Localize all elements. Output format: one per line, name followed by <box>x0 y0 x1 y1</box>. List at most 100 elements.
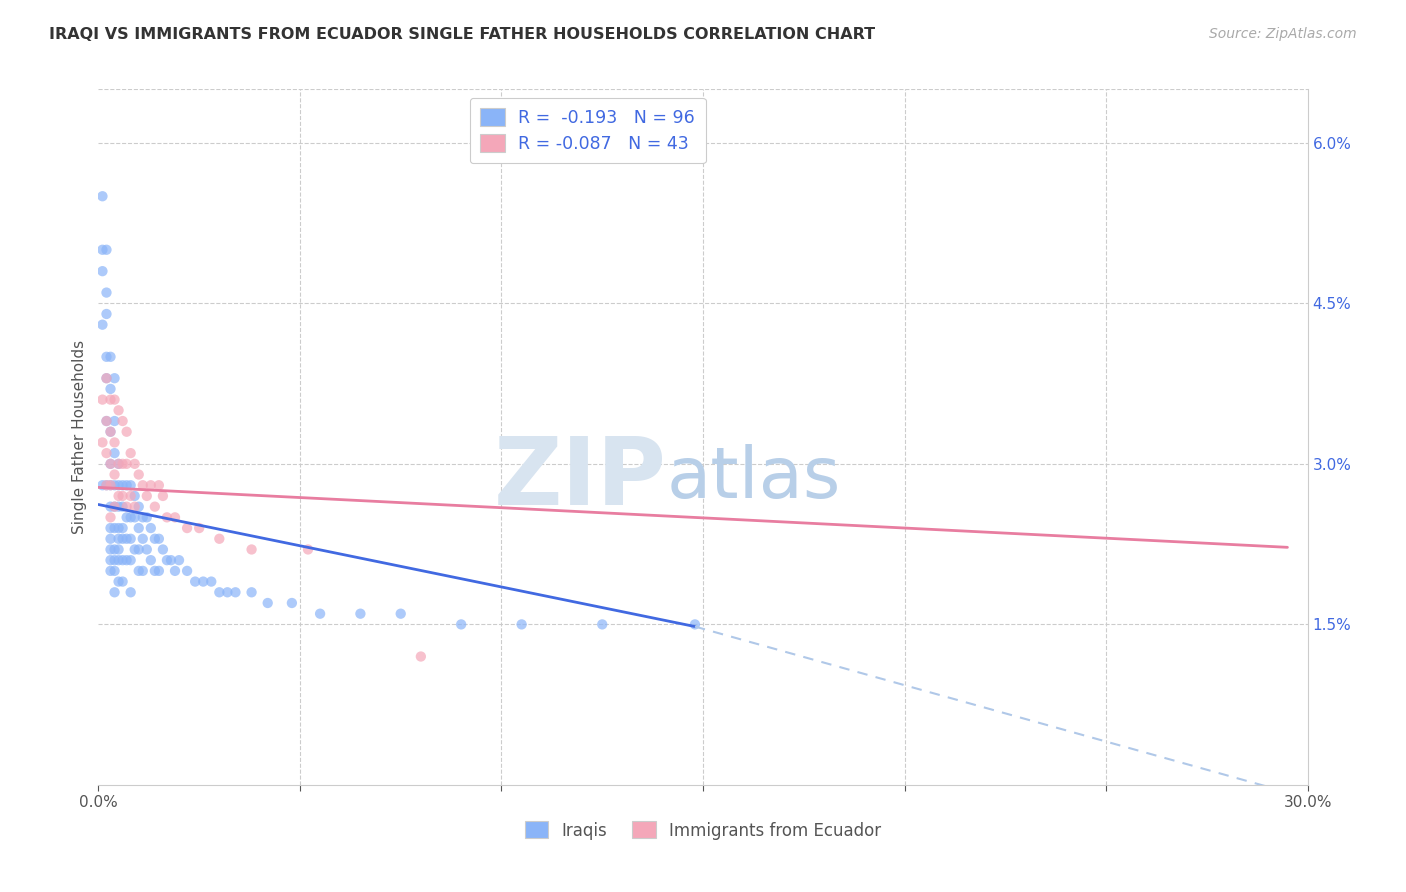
Point <box>96 285 118 300</box>
Text: Source: ZipAtlas.com: Source: ZipAtlas.com <box>1209 27 1357 41</box>
Point <box>120 489 142 503</box>
Point <box>100 382 122 396</box>
Point <box>128 500 150 514</box>
Point <box>111 521 134 535</box>
Point <box>163 510 186 524</box>
Point <box>96 446 118 460</box>
Point <box>132 510 155 524</box>
Point <box>107 403 129 417</box>
Point <box>103 371 125 385</box>
Point <box>208 585 231 599</box>
Point <box>91 318 114 332</box>
Point <box>111 478 134 492</box>
Point <box>115 510 138 524</box>
Point <box>96 414 118 428</box>
Point <box>107 457 129 471</box>
Point <box>139 521 162 535</box>
Point <box>107 532 129 546</box>
Point <box>103 521 125 535</box>
Point <box>91 435 114 450</box>
Point <box>103 467 125 482</box>
Point <box>96 371 118 385</box>
Point <box>297 542 319 557</box>
Point <box>163 564 186 578</box>
Point <box>128 467 150 482</box>
Point <box>103 500 125 514</box>
Point <box>91 264 114 278</box>
Text: atlas: atlas <box>666 444 841 513</box>
Point <box>156 553 179 567</box>
Point <box>111 457 134 471</box>
Point <box>100 500 122 514</box>
Point <box>139 478 162 492</box>
Point <box>100 553 122 567</box>
Point <box>156 510 179 524</box>
Point <box>176 564 198 578</box>
Point <box>111 489 134 503</box>
Point <box>96 478 118 492</box>
Point <box>103 500 125 514</box>
Point <box>100 350 122 364</box>
Point <box>135 510 157 524</box>
Point <box>120 585 142 599</box>
Point <box>450 617 472 632</box>
Point <box>152 542 174 557</box>
Point <box>240 585 263 599</box>
Point <box>96 371 118 385</box>
Point <box>100 425 122 439</box>
Point <box>120 510 142 524</box>
Point <box>128 564 150 578</box>
Point <box>107 489 129 503</box>
Point <box>591 617 613 632</box>
Point <box>103 478 125 492</box>
Point <box>100 521 122 535</box>
Point <box>100 425 122 439</box>
Point <box>111 574 134 589</box>
Point <box>107 457 129 471</box>
Point <box>184 574 207 589</box>
Point <box>135 489 157 503</box>
Point <box>96 478 118 492</box>
Point <box>100 478 122 492</box>
Point <box>103 414 125 428</box>
Point <box>100 478 122 492</box>
Point <box>349 607 371 621</box>
Point <box>91 392 114 407</box>
Text: ZIP: ZIP <box>494 433 666 524</box>
Point <box>135 542 157 557</box>
Point <box>188 521 211 535</box>
Point <box>124 510 146 524</box>
Point <box>120 532 142 546</box>
Point <box>128 521 150 535</box>
Point <box>100 457 122 471</box>
Point <box>176 521 198 535</box>
Point <box>100 392 122 407</box>
Point <box>103 435 125 450</box>
Point <box>96 243 118 257</box>
Legend: Iraqis, Immigrants from Ecuador: Iraqis, Immigrants from Ecuador <box>519 814 887 847</box>
Point <box>100 510 122 524</box>
Point <box>160 553 183 567</box>
Point <box>389 607 412 621</box>
Point <box>148 478 170 492</box>
Point <box>115 425 138 439</box>
Point <box>256 596 278 610</box>
Point <box>111 414 134 428</box>
Point <box>115 553 138 567</box>
Point <box>91 478 114 492</box>
Point <box>91 243 114 257</box>
Point <box>96 350 118 364</box>
Point <box>115 500 138 514</box>
Point <box>148 532 170 546</box>
Point <box>120 478 142 492</box>
Point <box>167 553 190 567</box>
Point <box>91 189 114 203</box>
Point <box>510 617 533 632</box>
Point <box>111 532 134 546</box>
Point <box>107 521 129 535</box>
Point <box>281 596 304 610</box>
Point <box>107 553 129 567</box>
Point <box>148 564 170 578</box>
Point <box>683 617 706 632</box>
Point <box>193 574 215 589</box>
